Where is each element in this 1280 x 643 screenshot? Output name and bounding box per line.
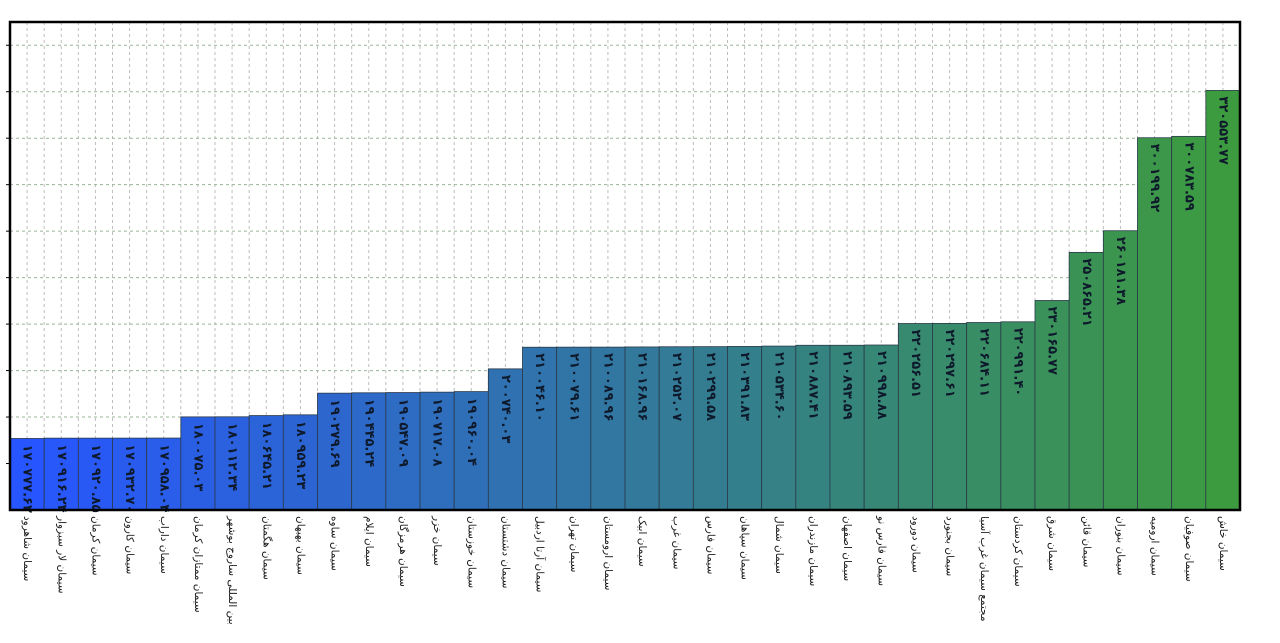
bar	[1000, 321, 1036, 511]
category-label: سیمان فارس نو	[875, 515, 887, 586]
bar-value-label: ۱۸۰۶۴۵.۲۱	[259, 422, 274, 490]
category-label: سیمان کارون	[124, 516, 136, 574]
bar	[419, 391, 455, 511]
bar-value-label: ۱۹۰۷۱۷.۰۸	[430, 398, 445, 466]
category-label: سیمان بجنورد	[944, 516, 956, 576]
category-label: سیمان صوفیان	[1183, 516, 1195, 582]
category-label: سیمان لار سبزوار	[55, 515, 67, 594]
bar-value-label: ۲۱۰۰۸۹.۹۶	[600, 353, 615, 421]
category-label: سیمان ابیک	[636, 516, 648, 567]
bar	[317, 392, 353, 511]
bar-value-label: ۲۱۰۰۴۶.۱۰	[532, 353, 547, 421]
category-label: سیمان ساوه	[329, 516, 341, 571]
category-label: سیمان هگمتان	[260, 516, 273, 580]
bar-value-label: ۱۸۰۹۵۹.۲۳	[293, 421, 308, 489]
bar-value-label: ۳۲۰۵۵۳.۷۷	[1215, 96, 1230, 164]
bar	[556, 346, 592, 511]
bar	[1102, 230, 1138, 511]
bar-value-label: ۱۷۰۹۱۶.۲۴	[54, 444, 69, 512]
category-label: سیمان اصفهان	[841, 516, 853, 581]
category-label: سیمان کرمان	[89, 516, 101, 576]
bar-value-label: ۲۱۰۰۷۹.۶۱	[566, 353, 581, 421]
bar-value-label: ۲۲۰۶۸۴.۱۱	[976, 329, 991, 397]
category-labels: سیمان شاهرود سیمان لار سبزوار سیمان کرمان س…	[21, 515, 1229, 625]
category-label: بین المللی ساروج بوشهر	[226, 515, 238, 625]
category-label: سیمان شاهرود	[21, 516, 33, 581]
bar-value-label: ۳۰۰۱۹۹.۹۲	[1147, 144, 1162, 212]
category-label: سیمان شرق	[1046, 516, 1058, 571]
bar-value-label: ۲۱۰۲۹۹.۵۸	[703, 353, 718, 421]
category-label: سیمان سپاهان	[739, 516, 751, 580]
bar	[1205, 90, 1241, 511]
bar-value-label: ۲۶۰۱۸۱.۳۸	[1113, 237, 1128, 305]
category-label: سیمان هرمزگان	[397, 516, 410, 587]
bar	[180, 416, 216, 511]
bar-value-label: ۲۱۰۲۵۲.۰۷	[669, 353, 684, 421]
bar-value-label: ۲۱۰۸۹۳.۵۹	[840, 351, 855, 419]
bar	[1034, 300, 1070, 511]
bar	[112, 437, 148, 511]
plot-frame	[8, 20, 1242, 512]
category-label: سیمان فارس	[704, 516, 716, 574]
bar	[829, 344, 865, 511]
bar-value-label: ۱۸۰۰۷۵.۰۳	[190, 423, 205, 491]
bar-value-label: ۱۷۰۹۳۲.۷۰	[122, 444, 137, 512]
category-label: سیمان دورود	[909, 516, 921, 573]
bar-value-label: ۲۱۰۸۸۷.۴۱	[805, 351, 820, 419]
category-label: سیمان خاش	[1217, 516, 1229, 571]
category-label: سیمان خوزستان	[465, 516, 477, 588]
bar	[795, 344, 831, 511]
bar	[522, 346, 558, 511]
category-label: سیمان داراب	[158, 516, 170, 574]
bar-value-label: ۱۹۰۵۴۷.۰۹	[395, 399, 410, 467]
category-label: سیمان بهبهان	[294, 516, 306, 575]
category-label: سیمان مازندران	[807, 516, 819, 586]
bar-value-label: ۲۲۰۲۵۶.۵۱	[908, 329, 923, 397]
bar-value-label: ۲۳۰۱۶۵.۷۷	[1045, 306, 1060, 374]
category-label: مجتمع سیمان غرب آسیا	[978, 516, 991, 621]
category-label: سیمان آرتا اردبیل	[534, 516, 547, 592]
bar-value-label: ۱۹۰۴۴۵.۲۴	[361, 399, 376, 467]
bar-value-label: ۱۸۰۱۱۲.۳۴	[225, 423, 240, 491]
bar-value-label: ۳۰۰۷۸۳.۵۹	[1181, 142, 1196, 210]
category-label: سیمان شمال	[773, 516, 785, 574]
bar-value-label: ۲۱۰۳۹۱.۸۳	[737, 352, 752, 420]
bar	[761, 345, 797, 511]
bar	[146, 437, 182, 511]
category-label: سیمان بنوران	[1114, 516, 1126, 576]
bar-value-label: ۲۱۰۹۹۸.۸۸	[874, 351, 889, 419]
bar-value-label: ۲۲۰۲۹۷.۶۱	[942, 329, 957, 397]
bar	[487, 368, 523, 511]
bar-value-label: ۱۷۰۷۷۷.۶۲	[20, 444, 35, 512]
bar	[453, 391, 489, 511]
category-label: سیمان دشتستان	[499, 516, 511, 588]
category-label: سیمان ارومستان	[602, 516, 614, 590]
category-label: سیمان قائن	[1080, 516, 1092, 567]
bar-value-label: ۱۹۰۲۷۹.۶۹	[327, 399, 342, 467]
category-label: سیمان تهران	[568, 516, 580, 572]
category-label: سیمان کردستان	[1012, 516, 1024, 587]
bar-value-label: ۱۷۰۹۲۰.۸۵	[88, 444, 103, 512]
value-labels: ۱۷۰۷۷۷.۶۲ ۱۷۰۹۱۶.۲۴ ۱۷۰۹۲۰.۸۵ ۱۷۰۹۳۲.۷۰ ۱۷۰۹…	[20, 96, 1231, 513]
bar-value-label: ۱۷۰۹۵۸.۰۴	[156, 444, 171, 512]
bar	[897, 323, 933, 511]
bar-value-label: ۱۹۰۹۶۰.۰۴	[464, 398, 479, 466]
bar	[692, 346, 728, 511]
bar	[1068, 251, 1104, 511]
bar-value-label: ۲۱۰۵۳۴.۶۰	[771, 352, 786, 420]
bar	[624, 346, 660, 511]
bar-value-label: ۲۵۰۸۶۵.۲۱	[1079, 258, 1094, 326]
bar-value-label: ۲۲۰۹۹۱.۴۰	[1010, 328, 1025, 396]
bar	[590, 346, 626, 511]
bar	[385, 392, 421, 511]
category-label: سیمان غرب	[670, 516, 682, 569]
bar-value-label: ۲۱۰۱۶۸.۹۶	[635, 353, 650, 421]
category-label: سیمان ممتازان کرمان	[192, 516, 204, 613]
category-label: سیمان ارومیه	[1149, 516, 1161, 576]
bar-value-label: ۲۰۰۷۴۰.۰۳	[498, 375, 513, 443]
category-label: سیمان خزر	[431, 515, 443, 566]
bar	[282, 414, 318, 511]
category-label: سیمان ایلام	[363, 516, 375, 567]
